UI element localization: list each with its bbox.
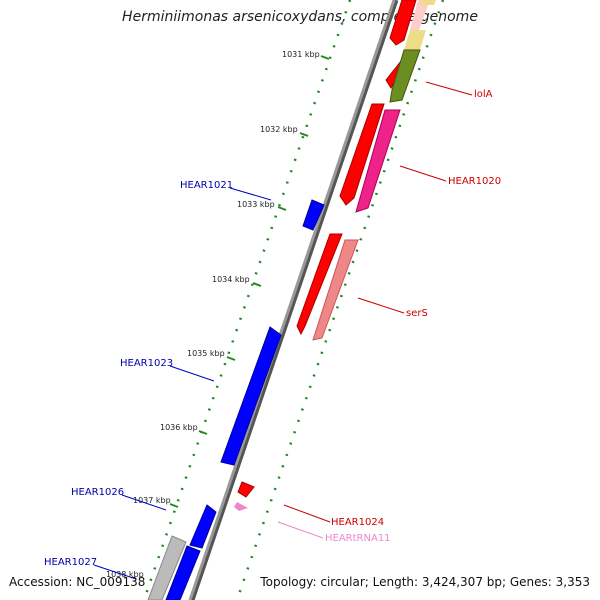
- label-hear1020: HEAR1020: [448, 176, 501, 187]
- label-hear1024: HEAR1024: [331, 517, 384, 528]
- accession-text: Accession: NC_009138: [9, 575, 146, 589]
- gene-top-yellow: [420, 0, 436, 5]
- label-serS: serS: [406, 308, 428, 319]
- gene-top-pink-light: [410, 0, 430, 30]
- gene-serS-a: [296, 233, 343, 336]
- inner-dotted-track: [142, 0, 352, 600]
- gene-hear1020: [355, 109, 401, 213]
- label-heartrna11: HEARtRNA11: [325, 533, 391, 544]
- plus-strand-features: [234, 0, 436, 511]
- tick-label-1036: 1036 kbp: [160, 423, 198, 432]
- tick-1037: [169, 503, 179, 508]
- tick-1034: [252, 282, 262, 287]
- gene-hear1021: [302, 199, 325, 231]
- label-hear1027: HEAR1027: [44, 557, 97, 568]
- gene-hear1024: [237, 481, 255, 498]
- tick-1036: [198, 430, 208, 435]
- tick-label-1035: 1035 kbp: [187, 349, 225, 358]
- tick-label-1031: 1031 kbp: [282, 50, 320, 59]
- tick-label-1034: 1034 kbp: [212, 275, 250, 284]
- gene-grey: [147, 535, 187, 600]
- backbone-shadow: [189, 0, 399, 600]
- label-lolA: lolA: [474, 89, 493, 100]
- tick-marks: [169, 55, 330, 508]
- tick-1031: [320, 55, 330, 60]
- gene-top-red: [389, 0, 417, 46]
- gene-hear1020-a: [339, 103, 385, 206]
- label-hear1026: HEAR1026: [71, 487, 124, 498]
- gene-serS: [312, 239, 359, 341]
- topology-text: Topology: circular; Length: 3,424,307 bp…: [260, 575, 590, 589]
- outer-dotted-track: [235, 0, 445, 600]
- tick-label-1032: 1032 kbp: [260, 125, 298, 134]
- tick-label-1038: 1038 kbp: [106, 570, 144, 579]
- tick-1032: [299, 132, 309, 137]
- tick-label-1033: 1033 kbp: [237, 200, 275, 209]
- tick-label-1037: 1037 kbp: [133, 496, 171, 505]
- gene-heartrna11: [234, 502, 248, 511]
- gene-hear1023: [220, 326, 282, 466]
- gene-hear1027: [165, 545, 201, 600]
- minus-strand-features: [147, 199, 325, 600]
- tick-1035: [226, 356, 236, 361]
- gene-lolA: [389, 49, 421, 103]
- label-hear1021: HEAR1021: [180, 180, 233, 191]
- label-hear1023: HEAR1023: [120, 358, 173, 369]
- tick-1033: [277, 206, 287, 211]
- gene-top-yellow-2: [404, 30, 426, 50]
- gene-hear1026: [189, 504, 217, 549]
- label-leaders: [93, 81, 473, 580]
- backbone: [188, 0, 396, 600]
